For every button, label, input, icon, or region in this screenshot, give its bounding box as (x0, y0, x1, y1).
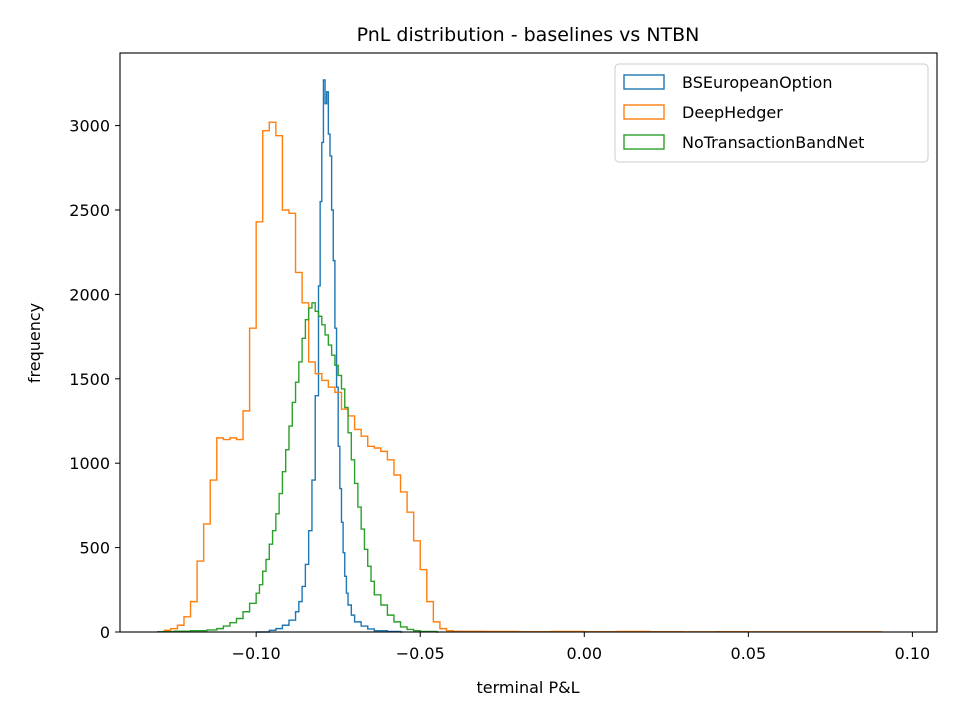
series-bseuropeanoption-histogram (256, 79, 403, 633)
x-tick-label: −0.05 (396, 644, 445, 663)
y-axis-label: frequency (25, 303, 44, 383)
y-tick-label: 1000 (69, 454, 110, 473)
chart-title: PnL distribution - baselines vs NTBN (357, 24, 700, 46)
legend: BSEuropeanOption DeepHedger NoTransactionB… (614, 63, 929, 163)
x-tick-label: 0.10 (895, 644, 931, 663)
legend-box (614, 63, 929, 163)
y-axis-ticks: 0 500 1000 1500 2000 2500 3000 (69, 117, 120, 642)
legend-swatch (623, 134, 665, 150)
y-tick-label: 500 (79, 539, 110, 558)
series-notransactionbandnet-histogram (157, 302, 439, 633)
axes-frame (119, 52, 938, 633)
legend-swatch (623, 74, 665, 90)
x-axis-ticks: −0.10 −0.05 0.00 0.05 0.10 (232, 632, 931, 663)
y-tick-label: 3000 (69, 117, 110, 136)
x-tick-label: −0.10 (232, 644, 281, 663)
y-tick-label: 1500 (69, 370, 110, 389)
legend-swatch (623, 104, 665, 120)
x-tick-label: 0.05 (731, 644, 767, 663)
legend-label: DeepHedger (682, 103, 783, 122)
x-axis-label: terminal P&L (477, 678, 580, 697)
y-tick-label: 2500 (69, 201, 110, 220)
x-tick-label: 0.00 (566, 644, 602, 663)
legend-label: NoTransactionBandNet (682, 133, 864, 152)
legend-label: BSEuropeanOption (682, 73, 832, 92)
y-tick-label: 2000 (69, 285, 110, 304)
y-tick-label: 0 (100, 623, 110, 642)
